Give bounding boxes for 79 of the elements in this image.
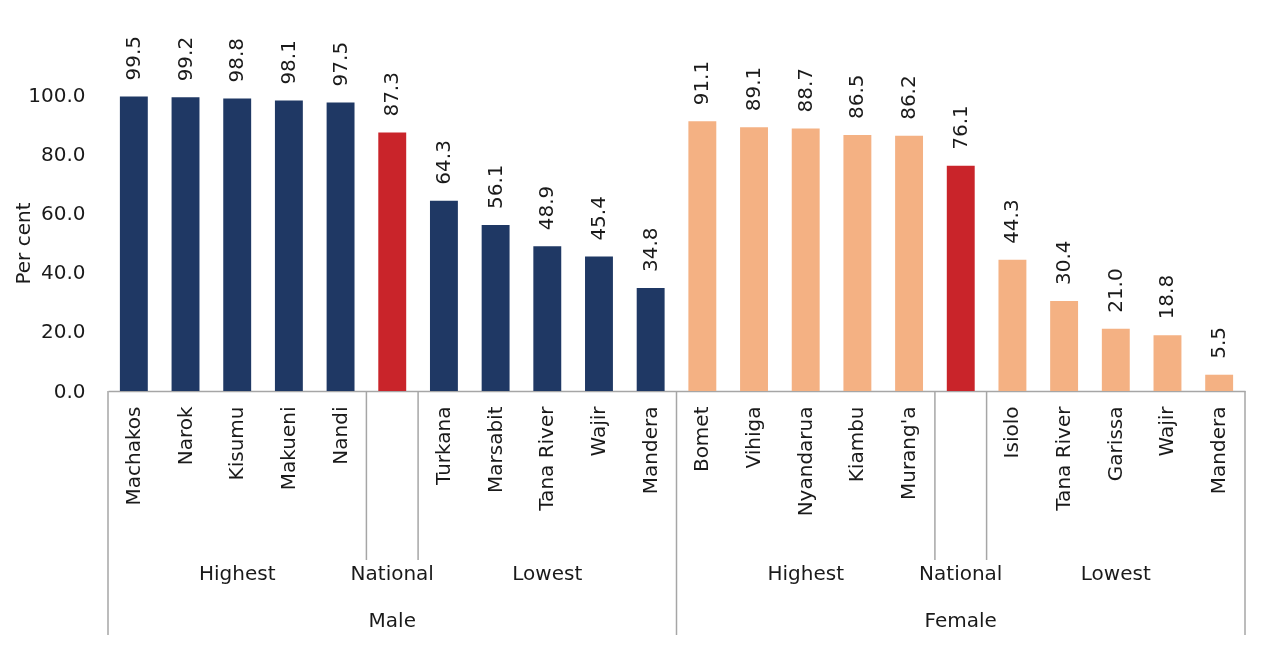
data-label: 98.8 — [224, 38, 249, 83]
x-tick-label: Kisumu — [224, 406, 249, 481]
bar — [740, 127, 768, 391]
x-tick-label: Turkana — [430, 406, 455, 486]
bar — [533, 246, 562, 391]
y-tick-label: 40.0 — [40, 260, 86, 285]
bar — [429, 200, 458, 391]
bar — [1205, 374, 1234, 391]
y-tick-label: 60.0 — [40, 200, 86, 225]
bar — [843, 134, 872, 391]
y-tick-label: 100.0 — [28, 82, 86, 107]
data-label: 34.8 — [637, 227, 662, 272]
bar — [378, 132, 407, 391]
y-tick-label: 80.0 — [40, 141, 86, 166]
data-label: 18.8 — [1154, 274, 1179, 320]
data-label: 89.1 — [741, 66, 766, 112]
x-tick-label: Makueni — [275, 406, 300, 491]
bar — [1050, 301, 1079, 391]
text: Lowest — [512, 561, 583, 585]
x-tick-label: Wajir — [585, 405, 610, 457]
x-tick-label: Tana River — [1051, 405, 1076, 512]
x-tick-label: Nyandarua — [792, 406, 817, 517]
x-tick-label: Marsabit — [482, 406, 507, 494]
bar — [998, 259, 1027, 391]
data-label: 45.4 — [585, 196, 610, 241]
x-tick-label: Mandera — [1206, 406, 1231, 495]
text: National — [350, 561, 434, 585]
text: Highest — [767, 561, 845, 585]
bar — [274, 100, 303, 391]
bar — [1153, 335, 1182, 391]
x-tick-label: Tana River — [534, 405, 559, 512]
x-tick-label: Bomet — [689, 406, 714, 473]
x-tick-label: Machakos — [120, 406, 145, 506]
data-label: 86.2 — [896, 75, 921, 120]
x-tick-label: Murang'a — [896, 406, 921, 501]
data-label: 99.5 — [120, 35, 145, 81]
x-tick-label: Narok — [172, 406, 197, 466]
text: Lowest — [1080, 561, 1151, 585]
bar — [171, 97, 200, 391]
x-tick-label: Vihiga — [741, 406, 766, 469]
data-label: 48.9 — [534, 185, 559, 231]
x-tick-label: Wajir — [1154, 405, 1179, 457]
text: Female — [924, 608, 997, 632]
data-label: 30.4 — [1051, 240, 1076, 286]
data-label: 99.2 — [172, 36, 197, 82]
x-tick-label: Kiambu — [844, 406, 869, 483]
bar — [326, 102, 355, 391]
bar — [585, 256, 613, 391]
y-axis-title: Per cent — [10, 202, 35, 285]
data-label: 64.3 — [430, 140, 455, 185]
data-label: 86.5 — [844, 74, 869, 119]
bar — [636, 287, 665, 391]
bar — [895, 135, 924, 391]
data-label: 88.7 — [792, 67, 817, 113]
x-tick-label: Garissa — [1102, 406, 1127, 482]
bar — [223, 98, 252, 391]
x-tick-label: Isiolo — [999, 406, 1024, 459]
data-label: 44.3 — [999, 199, 1024, 244]
x-tick-label: Nandi — [327, 406, 352, 465]
text: National — [919, 561, 1003, 585]
data-label: 5.5 — [1206, 326, 1231, 359]
data-label: 87.3 — [379, 72, 404, 117]
text: Highest — [198, 561, 276, 585]
bar — [688, 121, 717, 391]
bar — [481, 224, 510, 391]
bar — [119, 96, 148, 391]
data-label: 76.1 — [947, 105, 972, 150]
x-tick-label: Mandera — [637, 406, 662, 495]
bar — [946, 165, 975, 391]
data-label: 56.1 — [482, 164, 507, 209]
text: Male — [368, 608, 416, 632]
data-label: 97.5 — [327, 41, 352, 87]
bar — [791, 128, 820, 391]
y-tick-label: 0.0 — [53, 378, 86, 403]
data-label: 21.0 — [1102, 268, 1127, 313]
y-tick-label: 20.0 — [40, 319, 86, 344]
data-label: 98.1 — [275, 40, 300, 85]
bar — [1101, 328, 1130, 391]
data-label: 91.1 — [689, 60, 714, 106]
